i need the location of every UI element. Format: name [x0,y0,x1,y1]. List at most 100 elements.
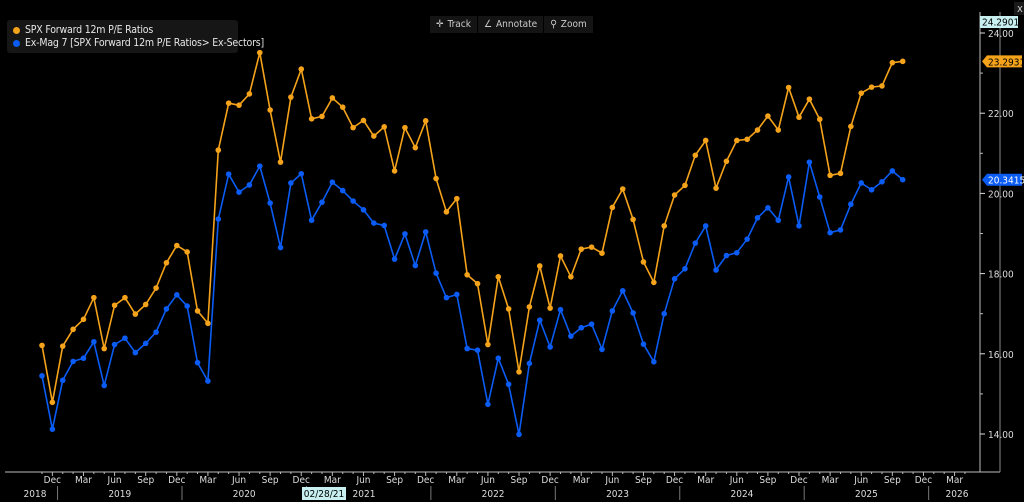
data-point-spx [464,272,470,278]
data-point-exmag7 [661,310,667,317]
data-point-exmag7 [827,229,833,236]
data-point-spx [630,216,636,223]
track-label: Track [447,19,471,30]
data-point-exmag7 [236,189,242,195]
data-point-spx [858,90,865,96]
data-point-spx [49,399,56,406]
x-month-label: Sep [635,475,652,486]
data-point-exmag7 [101,382,108,389]
data-point-exmag7 [329,179,336,185]
data-point-spx [536,263,543,269]
data-point-exmag7 [91,338,97,345]
data-point-exmag7 [516,431,522,438]
data-point-exmag7 [547,344,553,350]
data-point-exmag7 [39,373,45,379]
data-point-spx [723,158,730,165]
data-point-spx [381,124,388,130]
x-month-label: Dec [666,475,683,486]
x-month-label: Mar [75,475,92,486]
cursor-date-box [302,487,346,500]
x-month-label: Sep [884,475,901,486]
data-point-spx [80,316,87,323]
data-point-exmag7 [837,227,844,233]
data-point-spx [765,113,771,119]
x-month-label: Jun [604,475,619,486]
data-point-spx [308,116,315,122]
data-point-exmag7 [246,182,253,188]
pencil-icon: ∠ [483,19,493,30]
data-point-exmag7 [619,288,626,294]
data-point-exmag7 [692,240,699,246]
data-point-exmag7 [256,163,263,169]
data-point-spx [236,102,242,108]
crosshair-icon: ✛ [436,19,444,30]
data-point-exmag7 [599,346,605,353]
data-point-spx [422,118,429,124]
data-point-spx [713,185,719,191]
data-point-spx [733,137,740,144]
data-point-exmag7 [267,200,273,206]
data-point-spx [661,223,667,229]
data-point-spx [557,253,564,259]
data-point-spx [495,274,502,280]
data-point-spx [163,259,170,266]
data-point-spx [702,137,709,144]
data-point-exmag7 [132,349,139,356]
close-button[interactable]: x [1014,2,1024,15]
data-point-spx [194,308,201,314]
data-point-spx [609,204,616,211]
x-year-label: 2025 [855,489,878,500]
data-point-exmag7 [308,217,315,224]
x-month-label: Mar [448,475,465,486]
data-point-exmag7 [381,222,388,229]
data-point-exmag7 [630,310,636,316]
data-point-spx [454,195,460,202]
data-point-spx [59,343,66,349]
data-point-exmag7 [485,401,491,408]
data-point-spx [371,133,377,139]
data-point-spx [682,182,688,189]
data-point-spx [70,326,76,333]
data-point-spx [215,147,222,153]
data-point-spx [516,369,522,375]
x-month-label: Dec [44,475,61,486]
legend-label-exmag7: Ex-Mag 7 [SPX Forward 12m P/E Ratios> Ex… [25,37,264,49]
data-point-spx [671,192,678,198]
top-value-label: 24.2901 [982,18,1019,29]
data-point-exmag7 [371,220,377,226]
data-point-spx [848,123,854,130]
data-point-spx [111,302,118,309]
x-month-label: Mar [697,475,714,486]
x-year-label: 2021 [353,489,376,500]
last-value-tag-spx [982,55,1022,68]
x-month-label: Mar [324,475,341,486]
data-point-exmag7 [474,347,481,353]
x-month-label: Jun [480,475,495,486]
legend-item-spx[interactable]: SPX Forward 12m P/E Ratios [13,24,153,36]
data-point-exmag7 [671,276,678,282]
data-point-spx [651,279,657,286]
legend-item-exmag7[interactable]: Ex-Mag 7 [SPX Forward 12m P/E Ratios> Ex… [13,37,264,49]
x-month-label: Dec [541,475,558,486]
data-point-exmag7 [49,426,56,432]
data-point-spx [288,94,294,100]
zoom-button[interactable]: ⚲ Zoom [544,16,593,33]
x-month-label: Jun [729,475,744,486]
data-point-spx [329,95,336,101]
x-year-label: 2026 [946,489,969,500]
x-year-label: 2018 [24,489,47,500]
data-point-exmag7 [111,341,118,348]
data-point-exmag7 [816,194,823,200]
annotate-button[interactable]: ∠ Annotate [477,16,544,33]
data-point-exmag7 [122,335,128,341]
data-point-exmag7 [205,378,211,384]
x-month-label: Jun [231,475,246,486]
data-point-exmag7 [775,217,782,224]
data-point-exmag7 [609,308,616,314]
track-button[interactable]: ✛ Track [430,16,477,33]
data-point-spx [796,114,802,121]
legend-label-spx: SPX Forward 12m P/E Ratios [25,24,154,36]
legend-marker-spx [13,26,20,34]
x-year-label: 2024 [731,489,754,500]
